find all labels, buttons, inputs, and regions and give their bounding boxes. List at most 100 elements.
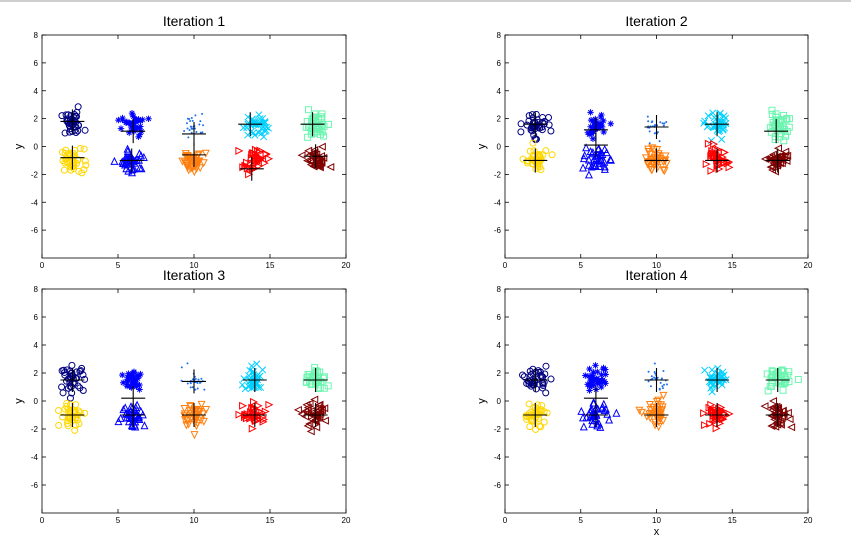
data-point: [119, 405, 128, 414]
x-tick-label: 15: [728, 261, 737, 270]
y-tick-label: -4: [494, 198, 502, 207]
x-tick-label: 0: [40, 516, 45, 525]
data-point: [603, 409, 612, 418]
centroid-cross: [765, 368, 790, 392]
centroid-cross: [644, 148, 669, 173]
data-point: [660, 167, 669, 176]
data-point: [701, 366, 709, 374]
data-point: [654, 396, 663, 405]
data-point: [643, 158, 652, 167]
centroid-cross: [705, 148, 730, 173]
centroid-cross: [303, 403, 328, 427]
data-point: [715, 155, 724, 164]
data-point: [60, 366, 68, 374]
data-point: [188, 129, 191, 132]
data-point: [128, 109, 136, 117]
data-point: [248, 362, 256, 370]
y-tick-label: 2: [34, 369, 39, 378]
data-point: [600, 162, 609, 171]
data-point: [74, 382, 82, 390]
data-point: [122, 408, 131, 417]
data-point: [135, 133, 142, 141]
data-point: [251, 150, 260, 159]
data-point: [255, 129, 263, 137]
data-point: [64, 422, 72, 430]
data-point: [186, 117, 189, 120]
data-point: [654, 372, 657, 375]
data-cluster: [178, 149, 210, 177]
data-point: [68, 389, 76, 397]
data-point: [55, 421, 63, 429]
data-point: [259, 366, 267, 374]
x-tick-label: 20: [804, 516, 813, 525]
data-point: [760, 154, 769, 163]
data-point: [203, 388, 206, 391]
x-tick-label: 0: [40, 261, 45, 270]
centroid-cross: [523, 368, 548, 392]
data-point: [123, 144, 132, 153]
data-point: [318, 114, 326, 122]
data-point: [787, 423, 796, 432]
data-point: [249, 117, 257, 125]
centroid-cross: [303, 368, 328, 392]
data-point: [715, 165, 724, 174]
data-point: [536, 124, 544, 132]
data-point: [707, 384, 715, 392]
data-point: [123, 409, 132, 418]
data-point: [654, 423, 663, 432]
data-point: [717, 403, 726, 412]
data-point: [772, 370, 780, 378]
data-point: [69, 374, 77, 382]
data-point: [198, 123, 201, 126]
data-point: [139, 152, 148, 161]
data-point: [255, 407, 264, 416]
y-tick-label: 6: [497, 59, 502, 68]
data-point: [319, 374, 327, 382]
data-point: [598, 371, 605, 379]
data-point: [649, 160, 658, 169]
data-point: [250, 383, 258, 392]
data-point: [647, 120, 650, 123]
data-point: [181, 412, 190, 421]
data-point: [720, 112, 728, 120]
data-point: [651, 377, 654, 380]
data-point: [709, 109, 717, 117]
data-point: [601, 404, 610, 413]
data-point: [659, 121, 662, 124]
data-point: [710, 140, 719, 149]
data-point: [136, 124, 143, 132]
data-point: [315, 125, 323, 133]
data-point: [591, 124, 598, 132]
y-tick-label: -4: [494, 453, 502, 462]
data-point: [662, 124, 665, 127]
data-point: [303, 421, 312, 430]
centroid-cross: [239, 156, 264, 181]
data-point: [128, 168, 137, 177]
data-point: [305, 419, 314, 428]
x-tick-label: 5: [579, 516, 584, 525]
data-point: [647, 380, 650, 383]
data-point: [780, 137, 788, 145]
data-point: [598, 111, 605, 119]
data-point: [661, 385, 664, 388]
centroid-cross: [705, 112, 730, 137]
data-point: [200, 377, 203, 380]
data-point: [317, 113, 325, 121]
data-point: [587, 116, 595, 124]
data-point: [582, 143, 591, 152]
centroid-cross: [121, 119, 146, 144]
x-tick-label: 15: [266, 516, 275, 525]
data-point: [599, 399, 608, 408]
data-point: [725, 163, 734, 172]
data-point: [785, 378, 793, 386]
data-point: [711, 417, 720, 426]
data-point: [596, 121, 604, 128]
data-point: [718, 153, 727, 162]
data-point: [600, 157, 609, 166]
y-tick-label: -2: [494, 425, 502, 434]
data-point: [137, 151, 146, 160]
data-cluster: [297, 142, 335, 172]
data-point: [645, 401, 654, 410]
